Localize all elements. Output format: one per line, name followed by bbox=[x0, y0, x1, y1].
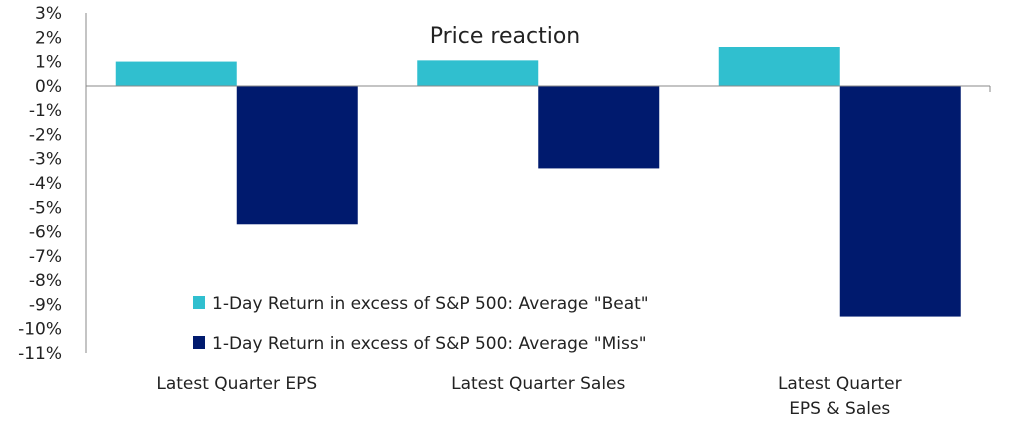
y-tick-label: 1% bbox=[35, 53, 62, 73]
y-tick-label: -10% bbox=[18, 320, 62, 340]
y-tick-label: -6% bbox=[29, 223, 62, 243]
bar-miss-0 bbox=[236, 85, 358, 225]
y-tick-label: -2% bbox=[29, 125, 62, 145]
y-tick-label: -4% bbox=[29, 174, 62, 194]
y-tick-label: -11% bbox=[18, 344, 62, 364]
y-tick-label: -3% bbox=[29, 150, 62, 170]
bar-beat-2 bbox=[718, 47, 840, 86]
x-category-label: Latest Quarter bbox=[778, 374, 902, 394]
bar-beat-0 bbox=[115, 61, 237, 86]
y-tick-label: -7% bbox=[29, 247, 62, 267]
legend-label-miss: 1-Day Return in excess of S&P 500: Avera… bbox=[212, 334, 647, 354]
legend-swatch-beat bbox=[193, 296, 205, 309]
legend-label-beat: 1-Day Return in excess of S&P 500: Avera… bbox=[212, 294, 649, 314]
y-tick-label: -8% bbox=[29, 271, 62, 291]
y-tick-label: -9% bbox=[29, 295, 62, 315]
bar-miss-2 bbox=[839, 85, 961, 317]
bar-miss-1 bbox=[538, 85, 660, 169]
bar-beat-1 bbox=[417, 60, 539, 86]
legend: 1-Day Return in excess of S&P 500: Avera… bbox=[193, 294, 649, 354]
x-category-label: Latest Quarter EPS bbox=[156, 374, 317, 394]
y-tick-label: 2% bbox=[35, 28, 62, 48]
x-category-label: EPS & Sales bbox=[789, 399, 890, 419]
x-category-label: Latest Quarter Sales bbox=[451, 374, 625, 394]
y-tick-label: -5% bbox=[29, 198, 62, 218]
y-tick-label: -1% bbox=[29, 101, 62, 121]
y-tick-label: 3% bbox=[35, 4, 62, 24]
legend-swatch-miss bbox=[193, 336, 205, 349]
y-tick-label: 0% bbox=[35, 77, 62, 97]
chart-title: Price reaction bbox=[430, 24, 580, 49]
